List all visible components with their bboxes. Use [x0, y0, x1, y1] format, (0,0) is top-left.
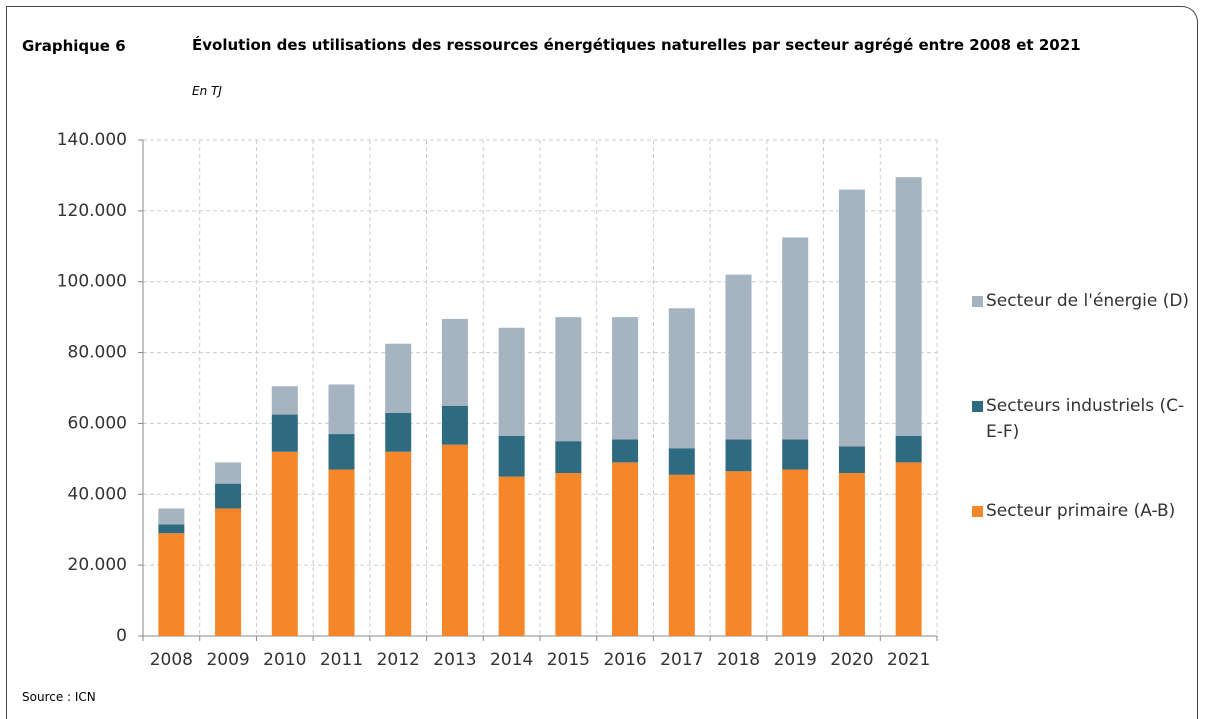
bar-segment — [328, 434, 355, 470]
legend-swatch — [972, 296, 983, 307]
x-tick-label: 2018 — [717, 650, 760, 670]
bar-segment — [271, 414, 298, 452]
x-tick-label: 2017 — [660, 650, 703, 670]
bar-segment — [271, 386, 298, 415]
y-tick-label: 100.000 — [57, 272, 127, 292]
bar-segment — [782, 237, 809, 440]
bar-segment — [328, 384, 355, 435]
x-tick-label: 2013 — [433, 650, 476, 670]
bar-segment — [668, 308, 695, 449]
legend-swatch — [972, 401, 983, 412]
frame — [6, 6, 1198, 719]
y-tick-label: 20.000 — [68, 555, 127, 575]
bar-segment — [838, 473, 865, 636]
bar-segment — [555, 441, 582, 474]
bar-segment — [668, 474, 695, 636]
x-tick-label: 2015 — [547, 650, 590, 670]
bar-segment — [895, 435, 922, 463]
bar-segment — [498, 435, 525, 477]
y-tick-label: 120.000 — [57, 201, 127, 221]
bar-segment — [725, 471, 752, 636]
legend-item: Secteur primaire (A-B) — [972, 498, 1192, 603]
x-tick-label: 2012 — [377, 650, 420, 670]
bar-segment — [612, 439, 639, 463]
bar-segment — [441, 405, 468, 445]
bar-segment — [612, 317, 639, 440]
chart-label: Graphique 6 — [22, 37, 126, 55]
x-tick-label: 2010 — [263, 650, 306, 670]
y-tick-label: 0 — [116, 626, 127, 646]
bar-segment — [328, 469, 355, 636]
legend-label: Secteur primaire (A-B) — [986, 501, 1176, 521]
bar-segment — [215, 483, 242, 509]
x-tick-label: 2016 — [603, 650, 646, 670]
source: Source : ICN — [22, 690, 96, 704]
legend-label: Secteur de l'énergie (D) — [986, 291, 1190, 311]
bar-segment — [441, 444, 468, 636]
bar-segment — [725, 439, 752, 472]
bar-segment — [838, 446, 865, 474]
y-tick-label: 140.000 — [57, 130, 127, 150]
bar-segment — [782, 439, 809, 470]
bar-segment — [838, 189, 865, 447]
bar-segment — [612, 462, 639, 636]
x-tick-label: 2014 — [490, 650, 533, 670]
bar-segment — [441, 318, 468, 406]
bar-segment — [215, 508, 242, 636]
bar-segment — [158, 508, 185, 525]
bar-segment — [895, 462, 922, 636]
x-tick-label: 2020 — [830, 650, 873, 670]
x-tick-label: 2009 — [206, 650, 249, 670]
y-tick-label: 60.000 — [68, 413, 127, 433]
x-tick-label: 2008 — [150, 650, 193, 670]
legend-swatch — [972, 506, 983, 517]
bar-segment — [385, 451, 412, 636]
legend-item: Secteur de l'énergie (D) — [972, 288, 1192, 393]
bar-segment — [782, 469, 809, 636]
y-tick-label: 80.000 — [68, 343, 127, 363]
bar-segment — [158, 524, 185, 534]
legend: Secteur de l'énergie (D) Secteurs industr… — [972, 288, 1192, 603]
legend-item: Secteurs industriels (C-E-F) — [972, 393, 1192, 498]
chart-title: Évolution des utilisations des ressource… — [192, 36, 1081, 54]
bar-segment — [498, 327, 525, 436]
bar-segment — [555, 317, 582, 442]
bar-segment — [725, 274, 752, 440]
bar-segment — [498, 476, 525, 636]
bar-segment — [385, 412, 412, 452]
bar-segment — [215, 462, 242, 484]
y-tick-label: 40.000 — [68, 484, 127, 504]
legend-label: Secteurs industriels (C-E-F) — [986, 396, 1185, 442]
bar-segment — [158, 533, 185, 636]
bar-segment — [555, 473, 582, 636]
bar-segment — [895, 177, 922, 436]
x-tick-label: 2021 — [887, 650, 930, 670]
chart-subtitle: En TJ — [192, 84, 222, 98]
bar-segment — [271, 451, 298, 636]
x-tick-label: 2011 — [320, 650, 363, 670]
bar-segment — [385, 343, 412, 413]
bar-segment — [668, 448, 695, 475]
x-tick-label: 2019 — [774, 650, 817, 670]
